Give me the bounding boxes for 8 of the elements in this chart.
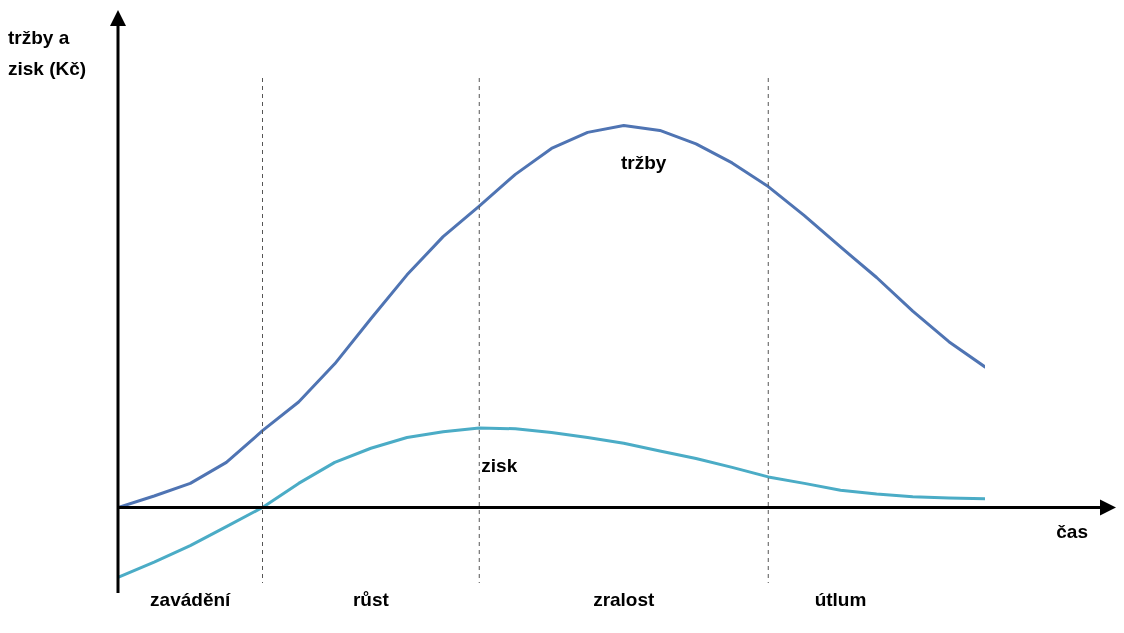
series-label: zisk <box>481 455 518 477</box>
y-axis-title: tržby a zisk (Kč) <box>8 26 88 81</box>
x-tick-label: útlum <box>814 589 867 611</box>
x-axis-title: čas <box>1056 521 1088 544</box>
x-tick-label: růst <box>352 589 390 611</box>
series-label: tržby <box>621 152 667 174</box>
x-tick-label: zavádění <box>150 589 232 611</box>
x-tick-label: zralost <box>593 589 656 611</box>
